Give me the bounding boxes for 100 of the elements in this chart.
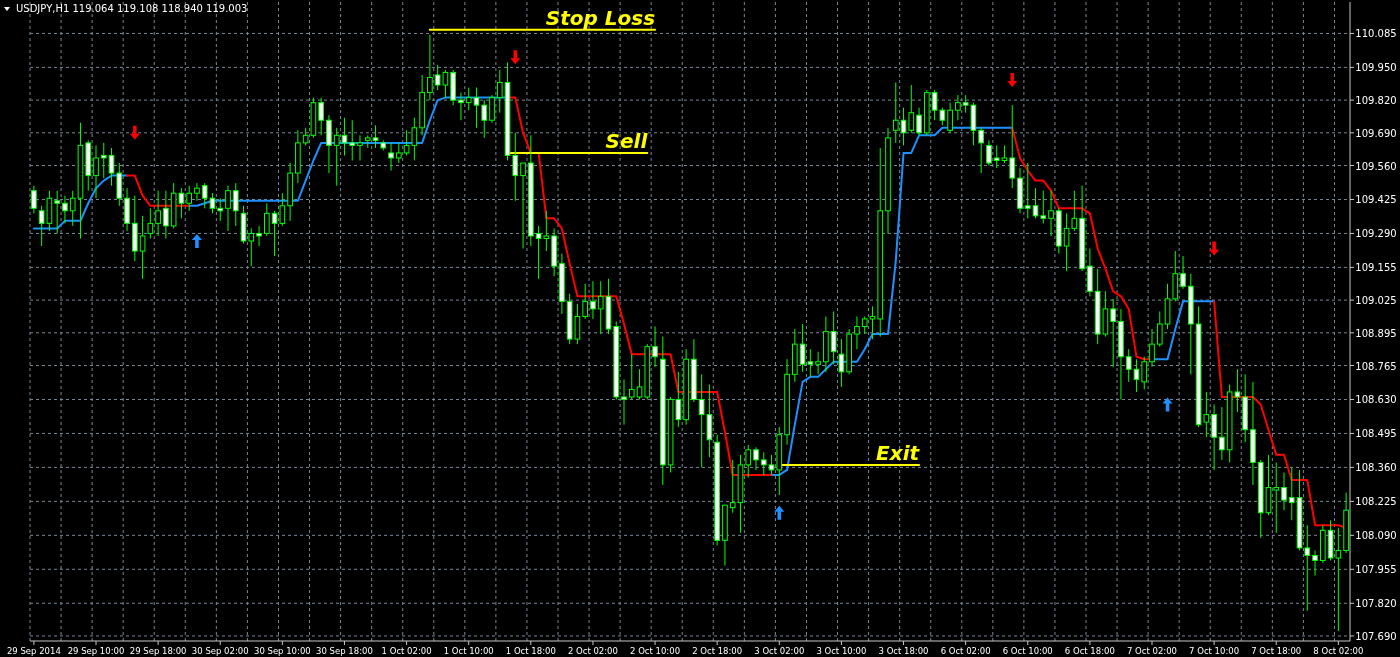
candlestick [263, 202, 270, 237]
x-tick-label: 8 Oct 02:00 [1313, 646, 1364, 656]
y-tick-label: 107.955 [1355, 564, 1397, 576]
candlestick [388, 142, 394, 172]
candlestick [155, 190, 161, 237]
y-tick-label: 108.360 [1355, 462, 1397, 474]
y-tick-label: 108.765 [1355, 360, 1397, 372]
candlestick [1288, 466, 1295, 521]
y-tick-label: 109.290 [1355, 228, 1397, 240]
x-tick-label: 30 Sep 10:00 [253, 646, 311, 656]
point [1007, 72, 1018, 87]
candlestick [947, 102, 953, 134]
candlestick [582, 283, 589, 320]
x-tick-label: 7 Oct 02:00 [1126, 646, 1178, 656]
candlestick [955, 94, 961, 121]
candlestick [621, 378, 627, 426]
candlestick [194, 182, 200, 202]
x-tick-label: 1 Oct 10:00 [443, 646, 494, 656]
candlestick [217, 197, 224, 222]
candlestick [496, 69, 503, 114]
candlestick [838, 338, 845, 388]
candlestick [1048, 190, 1054, 237]
x-tick-label: 6 Oct 10:00 [1002, 646, 1053, 656]
candlestick [892, 82, 899, 144]
y-tick-label: 107.690 [1355, 630, 1397, 642]
x-tick-label: 30 Sep 18:00 [316, 646, 373, 656]
candlestick [1180, 255, 1186, 290]
candlestick [753, 446, 759, 471]
candlestick [489, 94, 495, 124]
candlestick [1149, 328, 1155, 368]
point [191, 234, 202, 248]
x-tick-label: 7 Oct 10:00 [1189, 646, 1240, 656]
x-tick-label: 29 Sep 18:00 [129, 646, 187, 656]
candlestick [978, 127, 985, 174]
candlestick [139, 215, 146, 280]
y-tick-label: 109.425 [1355, 194, 1397, 206]
y-tick-label: 109.950 [1355, 62, 1397, 74]
candlestick [1273, 461, 1280, 534]
candlestick [318, 97, 325, 136]
candlestick [854, 315, 860, 350]
y-tick-label: 109.025 [1355, 295, 1397, 307]
y-tick-label: 109.820 [1355, 95, 1397, 107]
candlestick [395, 142, 402, 164]
series-label: Stop Loss [545, 5, 656, 30]
candlestick [225, 185, 231, 232]
candlestick [1312, 549, 1318, 577]
candlestick [520, 162, 526, 250]
series-label: Sell [605, 128, 649, 153]
candlestick [1156, 310, 1163, 348]
y-tick-label: 108.090 [1355, 530, 1397, 542]
candlestick [163, 190, 169, 239]
candlestick [357, 134, 363, 161]
candlestick [93, 144, 99, 199]
point [1162, 397, 1173, 412]
candlestick [986, 139, 992, 167]
candlestick [427, 34, 433, 101]
candlestick [458, 92, 464, 121]
x-tick-label: 6 Oct 18:00 [1064, 646, 1115, 656]
candlestick [256, 225, 262, 247]
candlestick [372, 124, 379, 149]
x-tick-label: 7 Oct 18:00 [1251, 646, 1302, 656]
candlestick [100, 142, 107, 179]
candlestick [232, 182, 239, 227]
series-label: Exit [876, 440, 921, 465]
y-tick-label: 110.085 [1355, 28, 1397, 40]
x-tick-label: 30 Sep 02:00 [191, 646, 249, 656]
candlestick [628, 353, 635, 400]
y-tick-label: 109.155 [1355, 262, 1397, 274]
y-tick-label: 109.560 [1355, 160, 1397, 172]
candlestick [830, 310, 837, 365]
point [774, 505, 785, 520]
y-tick-label: 107.820 [1355, 598, 1397, 610]
candlestick [481, 99, 488, 139]
x-tick-label: 2 Oct 10:00 [630, 646, 681, 656]
x-tick-label: 29 Sep 10:00 [67, 646, 125, 656]
candlestick [760, 451, 767, 476]
x-tick-label: 2 Oct 18:00 [692, 646, 743, 656]
candlestick [815, 351, 821, 375]
candlestick [147, 207, 154, 239]
candlestick [652, 326, 658, 368]
candlestick [1110, 298, 1117, 368]
y-tick-label: 108.495 [1355, 428, 1397, 440]
candlestick [1141, 356, 1148, 390]
candlestick [62, 195, 68, 224]
candlestick [349, 119, 356, 161]
candlestick [916, 107, 922, 136]
candlestick [31, 185, 37, 214]
candlestick [1219, 406, 1225, 461]
x-tick-label: 1 Oct 18:00 [505, 646, 556, 656]
x-tick-label: 2 Oct 02:00 [567, 646, 618, 656]
y-tick-label: 108.225 [1355, 496, 1397, 508]
candlestick [186, 185, 193, 212]
x-tick-label: 29 Sep 2014 [6, 646, 61, 656]
y-tick-label: 109.690 [1355, 127, 1397, 139]
candlestick [1009, 104, 1016, 189]
candlestick [54, 190, 61, 234]
x-tick-label: 1 Oct 02:00 [381, 646, 432, 656]
x-tick-label: 3 Oct 10:00 [816, 646, 867, 656]
point [1209, 241, 1220, 256]
candlestick [745, 444, 752, 478]
